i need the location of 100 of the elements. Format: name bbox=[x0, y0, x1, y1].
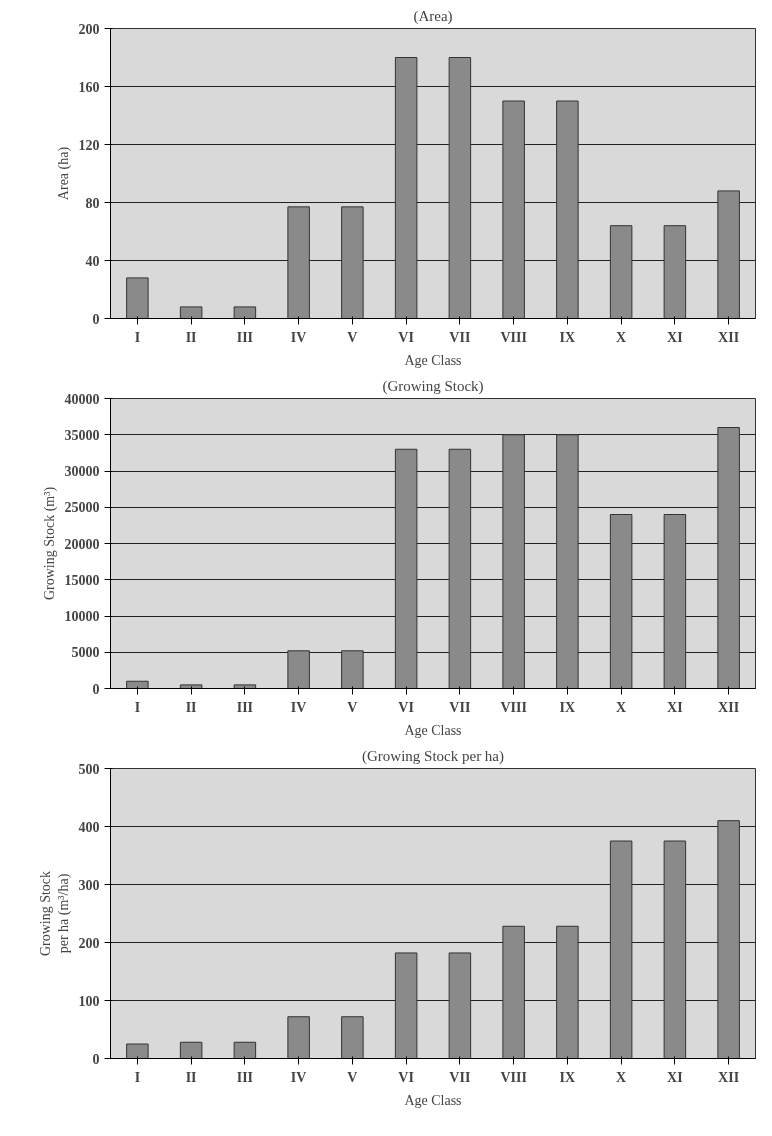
x-tick-label: X bbox=[616, 699, 627, 715]
y-tick-label: 0 bbox=[92, 1051, 100, 1067]
y-tick-label: 30000 bbox=[64, 464, 100, 479]
bar bbox=[448, 952, 472, 1059]
y-tick-label: 10000 bbox=[64, 609, 100, 624]
x-tick-label: III bbox=[236, 699, 254, 715]
bar bbox=[502, 100, 525, 319]
bar bbox=[233, 306, 257, 319]
bar bbox=[287, 206, 310, 319]
y-tick-label: 25000 bbox=[64, 500, 100, 516]
y-tick-label: 500 bbox=[78, 761, 100, 777]
x-tick-label: XI bbox=[667, 329, 683, 345]
bar bbox=[502, 925, 525, 1059]
x-tick-label: VIII bbox=[500, 329, 527, 345]
x-tick-label: XI bbox=[667, 699, 683, 715]
bar bbox=[287, 1016, 310, 1059]
bar bbox=[341, 1016, 364, 1059]
y-tick-label: 160 bbox=[78, 79, 100, 95]
x-tick-label: II bbox=[185, 329, 197, 345]
bar bbox=[556, 925, 579, 1059]
y-tick-label: 80 bbox=[85, 195, 100, 211]
bar bbox=[179, 684, 203, 689]
bar bbox=[502, 434, 525, 689]
x-tick-label: I bbox=[134, 1069, 141, 1085]
x-tick-label: I bbox=[134, 329, 141, 345]
y-axis-title: Area (ha) bbox=[55, 146, 72, 201]
y-tick-label: 0 bbox=[92, 311, 100, 327]
y-tick-label: 0 bbox=[92, 681, 100, 697]
bar bbox=[287, 650, 310, 689]
bar bbox=[609, 840, 633, 1059]
bar bbox=[448, 448, 472, 689]
x-tick-label: V bbox=[347, 699, 358, 715]
bar bbox=[556, 434, 579, 689]
bar bbox=[179, 306, 203, 319]
bar bbox=[341, 650, 364, 689]
x-tick-label: VII bbox=[449, 1069, 471, 1085]
x-tick-label: IX bbox=[559, 699, 576, 715]
x-axis-title: Age Class bbox=[404, 722, 462, 738]
x-tick-label: V bbox=[347, 1069, 358, 1085]
y-axis-title: Growing Stock per ha (m³/ha) bbox=[37, 870, 72, 957]
bar bbox=[717, 820, 740, 1059]
y-tick-label: 15000 bbox=[64, 572, 100, 588]
x-tick-label: IX bbox=[559, 1069, 576, 1085]
y-tick-label: 120 bbox=[78, 137, 100, 153]
bar bbox=[126, 680, 149, 689]
bar bbox=[394, 57, 418, 319]
y-tick-label: 100 bbox=[78, 993, 100, 1009]
bar bbox=[556, 100, 579, 319]
bar bbox=[126, 1043, 149, 1059]
y-tick-label: 300 bbox=[78, 877, 100, 893]
x-tick-label: VI bbox=[398, 699, 414, 715]
x-tick-label: X bbox=[616, 1069, 627, 1085]
x-tick-label: VIII bbox=[500, 699, 527, 715]
bar bbox=[341, 206, 364, 319]
x-tick-label: VII bbox=[449, 329, 471, 345]
x-tick-label: XII bbox=[718, 1069, 740, 1085]
x-tick-label: II bbox=[185, 699, 197, 715]
bar bbox=[448, 57, 472, 319]
x-tick-label: III bbox=[236, 1069, 254, 1085]
y-tick-label: 40000 bbox=[64, 391, 100, 407]
y-tick-label: 400 bbox=[78, 819, 100, 835]
x-tick-label: IX bbox=[559, 329, 576, 345]
chart-title: (Growing Stock per ha) bbox=[361, 747, 505, 765]
y-tick-label: 35000 bbox=[64, 427, 100, 443]
y-tick-label: 40 bbox=[85, 253, 100, 269]
y-tick-label: 5000 bbox=[71, 645, 100, 661]
x-tick-label: XII bbox=[718, 329, 740, 345]
x-axis-title: Age Class bbox=[404, 352, 462, 368]
bar bbox=[663, 225, 687, 319]
x-tick-label: X bbox=[616, 329, 627, 345]
bar bbox=[609, 225, 633, 319]
x-tick-label: IV bbox=[290, 329, 307, 345]
x-tick-label: I bbox=[134, 699, 141, 715]
bar bbox=[394, 952, 418, 1059]
bar bbox=[717, 190, 740, 319]
bar bbox=[394, 448, 418, 689]
x-tick-label: VI bbox=[398, 329, 414, 345]
x-tick-label: III bbox=[236, 329, 254, 345]
x-axis-title: Age Class bbox=[404, 1092, 462, 1108]
bar bbox=[233, 684, 257, 689]
x-tick-label: VIII bbox=[500, 1069, 527, 1085]
bar bbox=[663, 840, 687, 1059]
chart-title: (Area) bbox=[413, 7, 453, 25]
x-tick-label: XI bbox=[667, 1069, 683, 1085]
y-axis-title: Growing Stock (m³) bbox=[41, 486, 58, 601]
x-tick-label: IV bbox=[290, 699, 307, 715]
y-tick-label: 200 bbox=[78, 21, 100, 37]
bar bbox=[126, 277, 149, 319]
chart-title: (Growing Stock) bbox=[382, 377, 484, 395]
x-tick-label: VI bbox=[398, 1069, 414, 1085]
y-tick-label: 200 bbox=[78, 935, 100, 951]
bar bbox=[663, 514, 687, 689]
bar bbox=[609, 514, 633, 689]
bar bbox=[179, 1041, 203, 1059]
bar bbox=[717, 427, 740, 689]
y-tick-label: 20000 bbox=[64, 536, 100, 552]
x-tick-label: V bbox=[347, 329, 358, 345]
bar bbox=[233, 1041, 257, 1059]
x-tick-label: VII bbox=[449, 699, 471, 715]
x-tick-label: XII bbox=[718, 699, 740, 715]
